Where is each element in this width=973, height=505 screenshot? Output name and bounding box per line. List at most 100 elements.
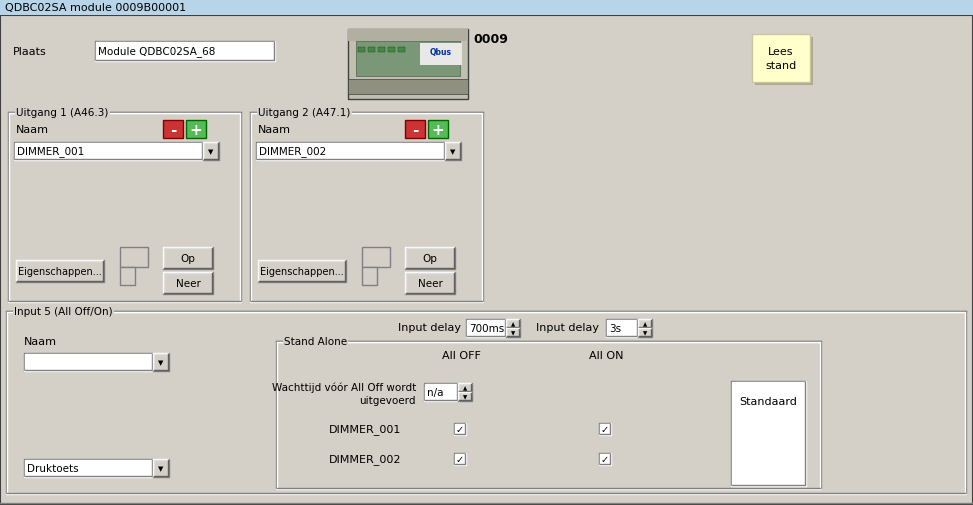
Text: Standaard: Standaard	[739, 396, 798, 406]
Text: Druktoets: Druktoets	[27, 463, 79, 473]
Text: ✓: ✓	[601, 454, 609, 464]
Bar	[398, 48, 405, 53]
Bar	[203, 143, 219, 161]
Bar	[24, 459, 153, 477]
Text: ▲: ▲	[643, 321, 647, 326]
Text: Module QDBC02SA_68: Module QDBC02SA_68	[98, 46, 215, 58]
Text: Input delay: Input delay	[536, 322, 599, 332]
Bar	[458, 383, 472, 392]
Text: Eigenschappen...: Eigenschappen...	[18, 267, 102, 276]
Text: Qbus: Qbus	[430, 47, 452, 57]
Bar	[256, 143, 445, 161]
Bar	[8, 113, 241, 302]
Bar	[348, 80, 468, 95]
Bar	[466, 319, 506, 337]
Bar	[506, 319, 520, 328]
Bar	[420, 44, 462, 66]
Text: DIMMER_001: DIMMER_001	[17, 146, 85, 157]
Text: ✓: ✓	[456, 454, 464, 464]
Text: Input delay: Input delay	[398, 322, 461, 332]
Text: ▼: ▼	[208, 148, 214, 155]
Bar	[163, 121, 183, 139]
Text: ▲: ▲	[463, 385, 467, 390]
Text: Neer: Neer	[417, 278, 443, 288]
Bar	[445, 143, 461, 161]
Text: -: -	[412, 122, 418, 137]
Bar	[14, 143, 203, 161]
Text: DIMMER_002: DIMMER_002	[329, 453, 401, 465]
Bar	[599, 423, 611, 435]
Bar	[368, 48, 375, 53]
Text: Wachttijd vóór All Off wordt
uitgevoerd: Wachttijd vóór All Off wordt uitgevoerd	[271, 381, 416, 405]
Text: 3s: 3s	[609, 323, 621, 333]
Text: ✓: ✓	[456, 424, 464, 434]
Bar	[458, 392, 472, 401]
Text: -: -	[170, 122, 176, 137]
Bar	[428, 121, 448, 139]
Text: Naam: Naam	[16, 125, 49, 135]
Text: Neer: Neer	[175, 278, 200, 288]
Bar	[606, 319, 638, 337]
Bar	[424, 383, 458, 401]
Bar	[362, 247, 390, 268]
Text: Naam: Naam	[24, 336, 57, 346]
Text: Eigenschappen...: Eigenschappen...	[260, 267, 343, 276]
Bar	[24, 354, 153, 371]
Text: ▼: ▼	[159, 465, 163, 471]
Bar	[358, 48, 365, 53]
Text: All ON: All ON	[589, 350, 624, 360]
Bar	[405, 273, 455, 294]
Bar	[16, 261, 104, 282]
Bar	[120, 247, 148, 268]
Bar	[348, 30, 468, 100]
Bar	[95, 42, 275, 62]
Bar	[153, 354, 169, 371]
Text: ✓: ✓	[601, 424, 609, 434]
Text: QDBC02SA module 0009B00001: QDBC02SA module 0009B00001	[5, 3, 186, 13]
Bar	[0, 0, 973, 16]
Text: n/a: n/a	[427, 387, 444, 397]
Text: Uitgang 2 (A47.1): Uitgang 2 (A47.1)	[258, 108, 350, 118]
Bar	[362, 268, 377, 285]
Bar	[599, 453, 611, 465]
Text: ▼: ▼	[463, 394, 467, 399]
Bar	[276, 341, 821, 489]
Text: Plaats: Plaats	[13, 47, 47, 57]
Text: Op: Op	[181, 254, 196, 264]
Bar	[731, 381, 806, 486]
Text: ▼: ▼	[511, 330, 515, 335]
Text: DIMMER_001: DIMMER_001	[329, 424, 401, 435]
Bar	[348, 30, 468, 42]
Bar	[356, 42, 460, 77]
Text: Lees
stand: Lees stand	[766, 47, 797, 71]
Text: Naam: Naam	[258, 125, 291, 135]
Bar	[163, 247, 213, 270]
Text: Input 5 (All Off/On): Input 5 (All Off/On)	[14, 307, 113, 316]
Bar	[638, 328, 652, 337]
Bar	[186, 121, 206, 139]
Bar	[506, 328, 520, 337]
Bar	[454, 423, 466, 435]
Text: ▼: ▼	[450, 148, 455, 155]
Bar	[6, 312, 966, 494]
Bar	[405, 121, 425, 139]
Text: Uitgang 1 (A46.3): Uitgang 1 (A46.3)	[16, 108, 108, 118]
Bar	[258, 261, 346, 282]
Text: ▲: ▲	[511, 321, 515, 326]
Text: 0009: 0009	[473, 33, 508, 46]
Bar	[755, 38, 813, 86]
Text: ▼: ▼	[643, 330, 647, 335]
Bar	[153, 459, 169, 477]
Bar	[454, 453, 466, 465]
Bar	[752, 35, 810, 83]
Bar	[120, 268, 135, 285]
Bar	[388, 48, 395, 53]
Bar	[250, 113, 483, 302]
Text: DIMMER_002: DIMMER_002	[259, 146, 326, 157]
Bar	[638, 319, 652, 328]
Text: +: +	[190, 122, 202, 137]
Text: +: +	[432, 122, 445, 137]
Bar	[163, 273, 213, 294]
Text: Stand Alone: Stand Alone	[284, 336, 347, 346]
Bar	[378, 48, 385, 53]
